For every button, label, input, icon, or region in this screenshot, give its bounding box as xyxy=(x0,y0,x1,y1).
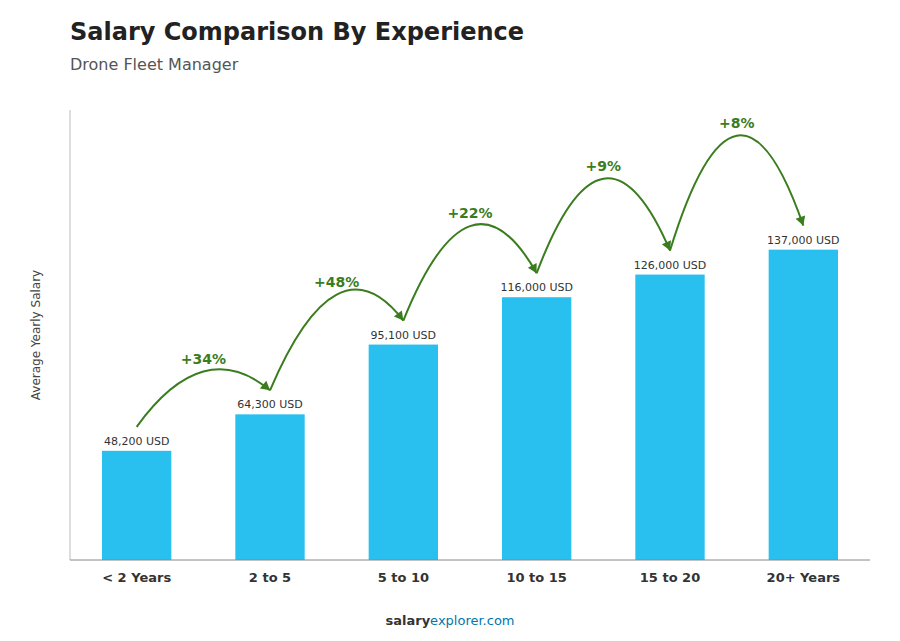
chart: Salary Comparison By Experience Drone Fle… xyxy=(0,0,900,641)
annotation: +22% xyxy=(447,205,492,221)
annotation: +9% xyxy=(586,158,622,174)
change-arc xyxy=(670,135,803,250)
data-label: 116,000 USD xyxy=(500,281,573,294)
x-tick-label: 2 to 5 xyxy=(249,570,291,585)
footer: salaryexplorer.com xyxy=(385,613,514,628)
annotation: +48% xyxy=(314,274,359,290)
x-tick-label: 20+ Years xyxy=(767,570,841,585)
footer-part: explorer.com xyxy=(430,613,514,628)
change-arc xyxy=(403,224,536,320)
bar xyxy=(769,250,838,560)
bar xyxy=(102,451,171,560)
change-arc xyxy=(270,290,403,391)
bar xyxy=(502,297,571,560)
x-tick-label: 15 to 20 xyxy=(640,570,700,585)
change-arrowhead xyxy=(394,310,403,320)
data-label: 64,300 USD xyxy=(237,398,303,411)
x-axis-line xyxy=(70,560,870,561)
x-tick-label: 10 to 15 xyxy=(506,570,566,585)
data-label: 95,100 USD xyxy=(371,329,437,342)
x-tick-label: < 2 Years xyxy=(102,570,171,585)
data-label: 48,200 USD xyxy=(104,435,170,448)
annotation: +34% xyxy=(181,351,226,367)
title: Salary Comparison By Experience xyxy=(70,18,524,46)
annotation: +8% xyxy=(719,115,755,131)
y-axis-label: Average Yearly Salary xyxy=(29,270,43,400)
y-axis-line xyxy=(70,110,71,560)
change-arc xyxy=(537,178,670,273)
bar xyxy=(635,275,704,560)
x-tick-label: 5 to 10 xyxy=(378,570,429,585)
change-arc xyxy=(137,369,270,427)
bar xyxy=(369,345,438,560)
data-label: 137,000 USD xyxy=(767,234,840,247)
change-arrowhead xyxy=(528,263,537,273)
change-arrowhead xyxy=(796,216,805,226)
bar xyxy=(235,414,304,560)
subtitle: Drone Fleet Manager xyxy=(70,55,239,74)
change-arrowhead xyxy=(260,381,270,391)
bars xyxy=(102,250,838,560)
footer-part: salary xyxy=(385,613,430,628)
page: {"chart_data": {"type": "bar", "title": … xyxy=(0,0,900,641)
change-arrows xyxy=(137,135,805,427)
data-label: 126,000 USD xyxy=(634,259,707,272)
